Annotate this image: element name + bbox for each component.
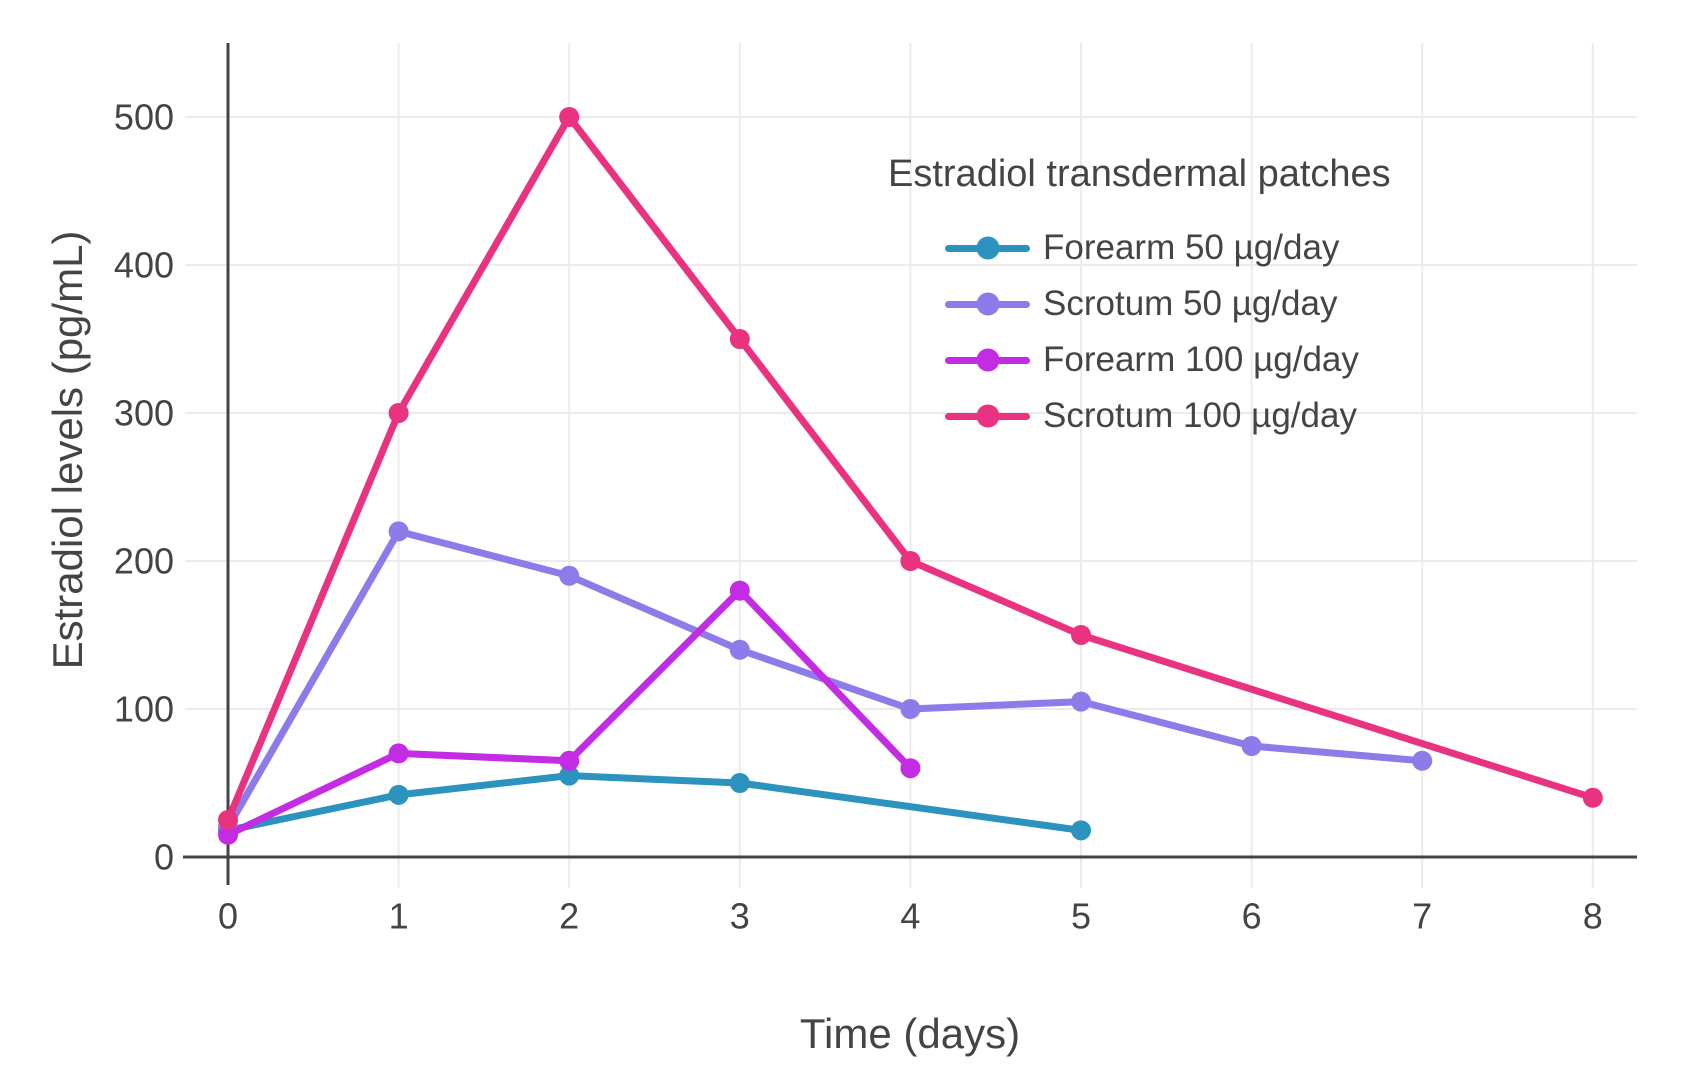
data-point-scrotum-50-g-day-day-6[interactable]	[1241, 736, 1262, 756]
legend-item-forearm-100[interactable]: Forearm 100 µg/day	[945, 332, 1391, 388]
x-tick-label-3: 3	[730, 896, 750, 937]
data-point-forearm-100-g-day-day-1[interactable]	[388, 743, 409, 764]
data-point-scrotum-100-g-day-day-4[interactable]	[900, 551, 921, 571]
data-point-scrotum-100-g-day-day-2[interactable]	[559, 107, 580, 127]
y-tick-label-400: 400	[114, 245, 174, 286]
legend-title: Estradiol transdermal patches	[888, 153, 1391, 195]
legend-label: Scrotum 100 µg/day	[1043, 396, 1357, 435]
x-tick-label-8: 8	[1583, 896, 1603, 937]
data-point-scrotum-100-g-day-day-3[interactable]	[729, 329, 750, 349]
data-point-forearm-50-g-day-day-3[interactable]	[729, 773, 750, 793]
y-tick-label-0: 0	[154, 837, 174, 878]
data-point-scrotum-50-g-day-day-2[interactable]	[559, 565, 580, 586]
x-tick-label-7: 7	[1412, 896, 1432, 937]
x-tick-label-4: 4	[900, 896, 920, 937]
y-tick-label-300: 300	[114, 393, 174, 434]
series-line-forearm-50-g-day	[224, 772, 1085, 834]
data-point-scrotum-50-g-day-day-7[interactable]	[1412, 750, 1433, 771]
x-tick-label-5: 5	[1071, 896, 1091, 937]
legend: Estradiol transdermal patches Forearm 50…	[888, 153, 1391, 444]
data-point-scrotum-100-g-day-day-5[interactable]	[1071, 625, 1091, 645]
legend-label: Scrotum 50 µg/day	[1043, 284, 1338, 323]
x-axis-title: Time (days)	[799, 1010, 1021, 1057]
legend-item-scrotum-100[interactable]: Scrotum 100 µg/day	[945, 388, 1391, 444]
data-point-scrotum-100-g-day-day-1[interactable]	[388, 403, 409, 423]
legend-label: Forearm 50 µg/day	[1043, 228, 1340, 267]
legend-label: Forearm 100 µg/day	[1043, 340, 1359, 379]
legend-item-forearm-50[interactable]: Forearm 50 µg/day	[945, 220, 1391, 276]
legend-swatch-forearm-100	[945, 348, 1030, 372]
y-tick-label-500: 500	[114, 97, 174, 138]
y-tick-label-200: 200	[114, 541, 174, 582]
x-tick-label-0: 0	[218, 896, 238, 937]
x-tick-label-2: 2	[559, 896, 579, 937]
data-point-scrotum-100-g-day-day-8[interactable]	[1582, 787, 1603, 808]
x-tick-label-6: 6	[1242, 896, 1262, 937]
y-tick-label-100: 100	[114, 689, 174, 730]
data-point-forearm-100-g-day-day-3[interactable]	[729, 580, 750, 601]
x-tick-label-1: 1	[389, 896, 409, 937]
data-point-forearm-50-g-day-day-5[interactable]	[1071, 820, 1091, 841]
data-point-scrotum-50-g-day-day-5[interactable]	[1071, 691, 1091, 712]
legend-item-scrotum-50[interactable]: Scrotum 50 µg/day	[945, 276, 1391, 332]
legend-swatch-forearm-50	[945, 236, 1030, 260]
data-point-forearm-50-g-day-day-1[interactable]	[388, 784, 409, 805]
y-axis-title: Estradiol levels (pg/mL)	[44, 230, 91, 670]
legend-swatch-scrotum-50	[945, 292, 1030, 316]
legend-items: Forearm 50 µg/day Scrotum 50 µg/day Fore…	[945, 220, 1391, 444]
legend-swatch-scrotum-100	[945, 404, 1030, 428]
data-point-scrotum-50-g-day-day-1[interactable]	[388, 521, 409, 542]
data-point-forearm-100-g-day-day-4[interactable]	[900, 758, 921, 779]
data-point-forearm-100-g-day-day-0[interactable]	[218, 824, 238, 845]
data-point-forearm-50-g-day-day-2[interactable]	[559, 765, 580, 786]
data-point-forearm-100-g-day-day-2[interactable]	[559, 750, 580, 771]
data-point-scrotum-100-g-day-day-0[interactable]	[218, 810, 238, 830]
data-point-scrotum-50-g-day-day-3[interactable]	[729, 639, 750, 660]
data-point-scrotum-50-g-day-day-4[interactable]	[900, 699, 921, 719]
